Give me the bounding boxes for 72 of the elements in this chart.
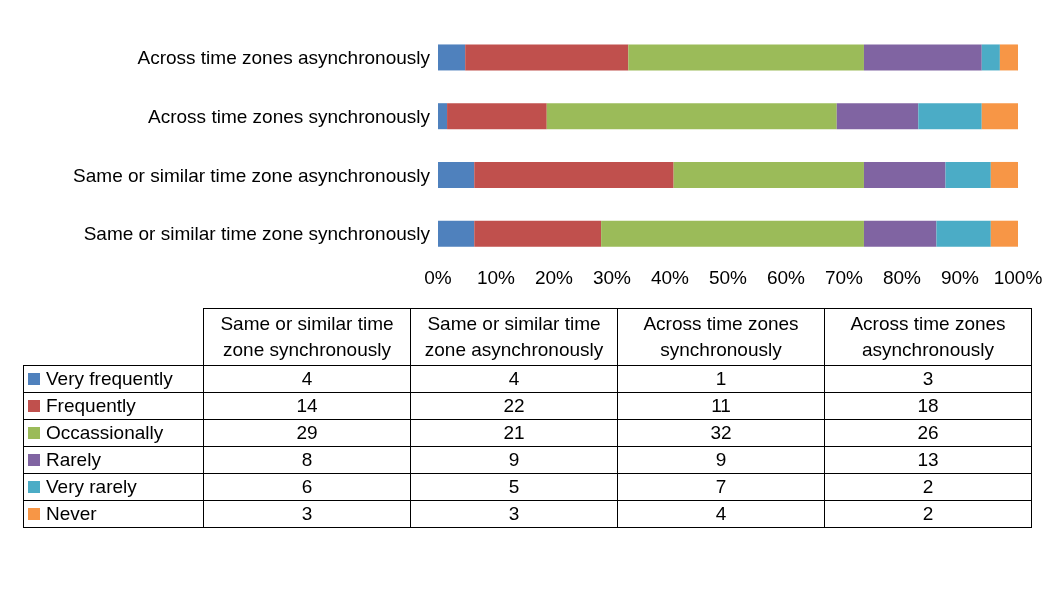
bar xyxy=(863,44,982,71)
data-label: 1 xyxy=(617,365,825,393)
data-label: 22 xyxy=(410,392,618,420)
data-label: 4 xyxy=(410,365,618,393)
bar xyxy=(981,44,1000,71)
data-label: 18 xyxy=(824,392,1032,420)
bar xyxy=(546,103,837,130)
bar xyxy=(474,220,602,247)
y-tick-label: Frequently xyxy=(23,392,204,420)
x-tick-label: 80% xyxy=(882,267,922,289)
data-label: 5 xyxy=(410,473,618,501)
bar xyxy=(447,103,547,130)
data-label: 14 xyxy=(203,392,411,420)
bar xyxy=(673,161,864,188)
bar xyxy=(438,161,475,188)
y-tick-label: Occassionally xyxy=(23,419,204,447)
x-tick-label: 30% xyxy=(592,267,632,289)
data-label: 32 xyxy=(617,419,825,447)
x-tick-label: 0% xyxy=(424,267,452,289)
y-tick-label: Across time zones asynchronously xyxy=(137,47,431,69)
bar xyxy=(999,44,1018,71)
data-label: 29 xyxy=(203,419,411,447)
data-label: 6 xyxy=(203,473,411,501)
data-label: 8 xyxy=(203,446,411,474)
bar xyxy=(918,103,982,130)
y-tick-label: Across time zones synchronously xyxy=(148,105,431,127)
bar xyxy=(438,220,475,247)
bar xyxy=(465,44,629,71)
data-label: 13 xyxy=(824,446,1032,474)
data-label: 3 xyxy=(410,500,618,528)
bar xyxy=(981,103,1018,130)
data-label: 9 xyxy=(617,446,825,474)
bar xyxy=(990,220,1018,247)
x-tick-label: Same or similar time zone asynchronously xyxy=(410,308,618,366)
bar xyxy=(863,161,946,188)
y-tick-label: Never xyxy=(23,500,204,528)
data-label: 9 xyxy=(410,446,618,474)
data-label: 26 xyxy=(824,419,1032,447)
y-tick-label: Rarely xyxy=(23,446,204,474)
data-label: 4 xyxy=(203,365,411,393)
x-tick-label: 60% xyxy=(766,267,806,289)
x-tick-label: Across time zones asynchronously xyxy=(824,308,1032,366)
x-tick-label: 40% xyxy=(650,267,690,289)
y-tick-label: Same or similar time zone asynchronously xyxy=(73,164,431,186)
data-label: 11 xyxy=(617,392,825,420)
x-tick-label: Across time zones synchronously xyxy=(617,308,825,366)
y-tick-label: Very frequently xyxy=(23,365,204,393)
bar xyxy=(628,44,864,71)
x-tick-label: 70% xyxy=(824,267,864,289)
y-tick-label: Very rarely xyxy=(23,473,204,501)
bar xyxy=(601,220,864,247)
data-label: 3 xyxy=(203,500,411,528)
bar xyxy=(990,161,1018,188)
x-tick-label: 10% xyxy=(476,267,516,289)
data-label: 7 xyxy=(617,473,825,501)
x-tick-label: 90% xyxy=(940,267,980,289)
bar xyxy=(438,103,448,130)
data-label: 4 xyxy=(617,500,825,528)
bar xyxy=(836,103,919,130)
data-label: 3 xyxy=(824,365,1032,393)
bar xyxy=(863,220,937,247)
x-tick-label: 100% xyxy=(993,267,1043,289)
data-label: 2 xyxy=(824,473,1032,501)
data-label: 21 xyxy=(410,419,618,447)
data-label: 2 xyxy=(824,500,1032,528)
y-tick-label: Same or similar time zone synchronously xyxy=(83,223,431,245)
x-tick-label: 20% xyxy=(534,267,574,289)
bar xyxy=(438,44,466,71)
x-tick-label: 50% xyxy=(708,267,748,289)
bar xyxy=(936,220,991,247)
bar xyxy=(945,161,991,188)
bar xyxy=(474,161,674,188)
